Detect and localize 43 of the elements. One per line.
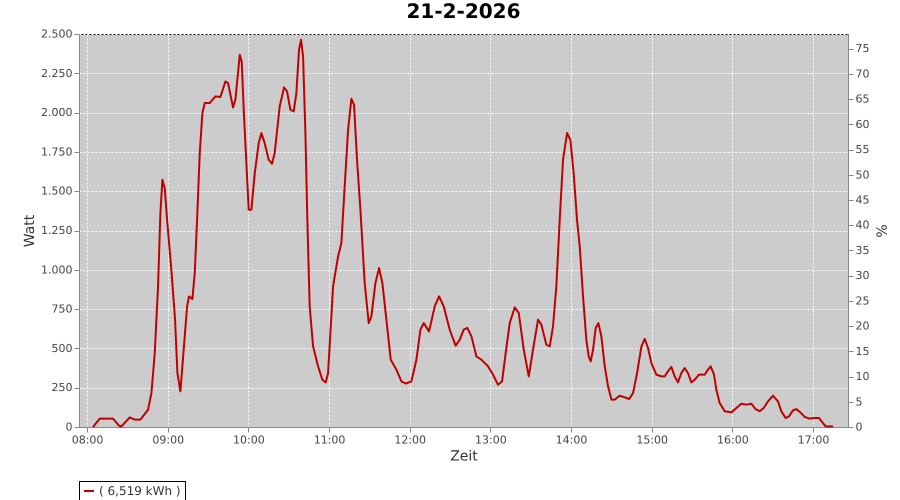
- y-tick-label: 1.000: [41, 263, 72, 276]
- y2-tick-label: 20: [856, 320, 870, 333]
- y-tick-label: 1.750: [41, 145, 72, 158]
- y-tick-label: 0: [66, 420, 72, 434]
- y-tick-label: 2.500: [41, 28, 72, 40]
- y2-tick-label: 45: [856, 193, 870, 206]
- x-tick-label: 17:00: [798, 434, 830, 446]
- x-tick-label: 09:00: [152, 434, 184, 446]
- y2-tick-label: 65: [856, 92, 870, 106]
- y2-tick-label: 50: [856, 168, 870, 182]
- x-tick-label: 13:00: [475, 434, 507, 446]
- chart-title: 21-2-2026: [406, 0, 521, 23]
- x-tick-label: 15:00: [636, 434, 668, 446]
- y-tick-label: 1.250: [41, 224, 72, 237]
- y2-tick-label: 55: [856, 143, 870, 156]
- y2-tick-label: 10: [856, 370, 870, 384]
- y-tick-label: 1.500: [41, 184, 72, 198]
- y2-tick-label: 70: [856, 67, 870, 80]
- x-tick-label: 08:00: [72, 434, 104, 446]
- y2-tick-label: 75: [856, 42, 870, 56]
- y-tick-label: 2.250: [41, 66, 72, 80]
- y-tick-label: 250: [52, 381, 72, 394]
- y2-tick-label: 60: [856, 118, 870, 131]
- y2-tick-label: 5: [856, 395, 862, 408]
- y-tick-label: 500: [52, 342, 72, 355]
- x-tick-label: 12:00: [394, 434, 426, 446]
- y-tick-label: 2.000: [41, 106, 72, 120]
- y2-tick-label: 0: [856, 420, 862, 434]
- y-axis-title: Watt: [22, 214, 38, 248]
- x-tick-label: 16:00: [716, 434, 749, 446]
- y-tick-label: 750: [52, 302, 72, 316]
- x-tick-label: 10:00: [233, 434, 265, 446]
- legend-label: ( 6,519 kWh ): [99, 484, 181, 498]
- y2-axis-title: %: [872, 224, 888, 238]
- x-axis-title: Zeit: [450, 448, 478, 464]
- y2-tick-label: 40: [856, 218, 870, 232]
- y2-tick-label: 15: [856, 344, 870, 358]
- x-tick-label: 11:00: [314, 434, 346, 446]
- x-tick-label: 14:00: [556, 434, 588, 446]
- y2-tick-label: 25: [856, 294, 870, 308]
- y2-tick-label: 30: [856, 269, 870, 282]
- y2-tick-label: 35: [856, 244, 870, 257]
- line-series: [92, 38, 834, 428]
